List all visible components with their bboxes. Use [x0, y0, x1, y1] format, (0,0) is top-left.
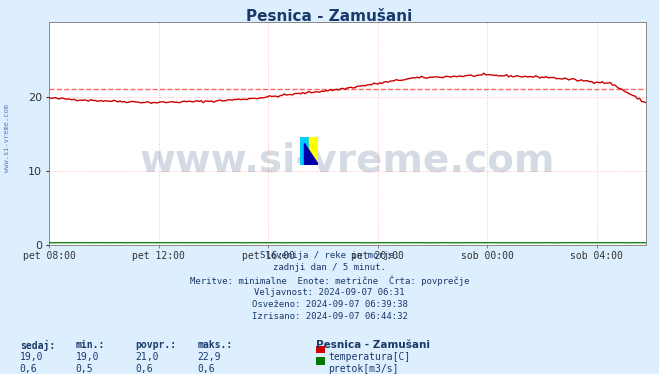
- Text: Slovenija / reke in morje.: Slovenija / reke in morje.: [260, 251, 399, 260]
- Bar: [309, 137, 318, 165]
- Text: pretok[m3/s]: pretok[m3/s]: [328, 364, 399, 374]
- Text: povpr.:: povpr.:: [135, 340, 176, 350]
- Text: 19,0: 19,0: [20, 352, 43, 362]
- Text: 0,6: 0,6: [198, 364, 215, 374]
- Text: temperatura[C]: temperatura[C]: [328, 352, 411, 362]
- Text: maks.:: maks.:: [198, 340, 233, 350]
- Text: Pesnica - Zamušani: Pesnica - Zamušani: [246, 9, 413, 24]
- Text: 0,6: 0,6: [135, 364, 153, 374]
- Text: 22,9: 22,9: [198, 352, 221, 362]
- Text: Meritve: minimalne  Enote: metrične  Črta: povprečje: Meritve: minimalne Enote: metrične Črta:…: [190, 275, 469, 286]
- Bar: [300, 137, 309, 165]
- Polygon shape: [304, 144, 318, 165]
- Text: 0,5: 0,5: [76, 364, 94, 374]
- Text: 0,6: 0,6: [20, 364, 38, 374]
- Text: min.:: min.:: [76, 340, 105, 350]
- Text: www.si-vreme.com: www.si-vreme.com: [3, 104, 10, 172]
- Text: zadnji dan / 5 minut.: zadnji dan / 5 minut.: [273, 263, 386, 272]
- Text: 19,0: 19,0: [76, 352, 100, 362]
- Text: 21,0: 21,0: [135, 352, 159, 362]
- Text: Pesnica - Zamušani: Pesnica - Zamušani: [316, 340, 430, 350]
- Text: Osveženo: 2024-09-07 06:39:38: Osveženo: 2024-09-07 06:39:38: [252, 300, 407, 309]
- Text: Veljavnost: 2024-09-07 06:31: Veljavnost: 2024-09-07 06:31: [254, 288, 405, 297]
- Text: sedaj:: sedaj:: [20, 340, 55, 350]
- Text: Izrisano: 2024-09-07 06:44:32: Izrisano: 2024-09-07 06:44:32: [252, 312, 407, 321]
- Text: www.si-vreme.com: www.si-vreme.com: [140, 141, 556, 180]
